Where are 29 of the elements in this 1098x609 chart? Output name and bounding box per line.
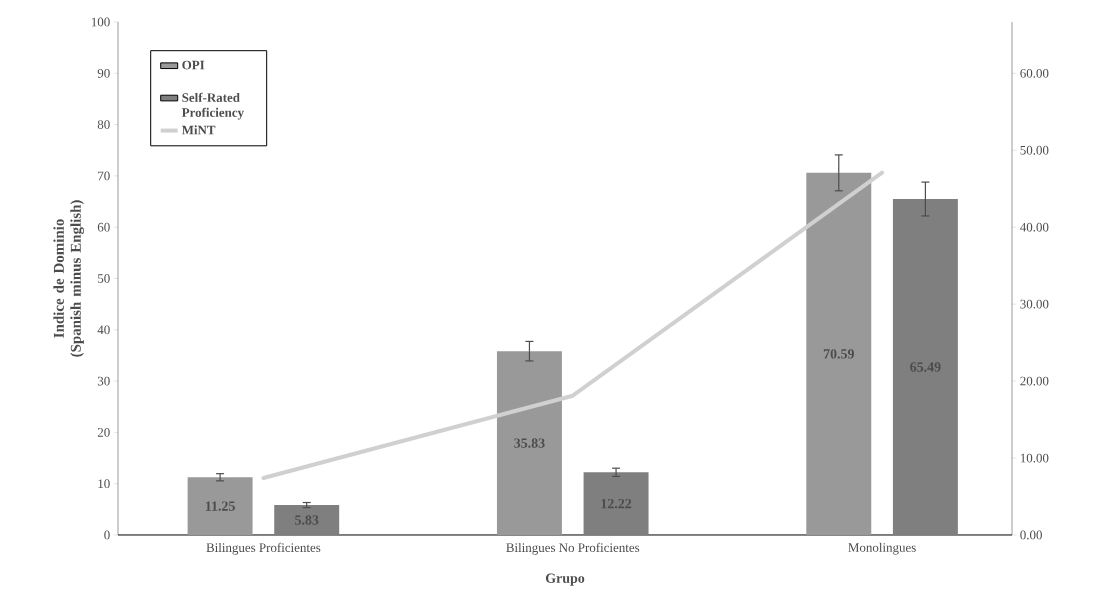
legend-label: Self-Rated Proficiency — [181, 92, 244, 120]
x-axis-title: Grupo — [545, 573, 585, 586]
y-tick-label: 70 — [98, 171, 110, 181]
y2-tick-label: 0.00 — [1020, 530, 1042, 540]
y-tick-label: 60 — [97, 222, 110, 232]
x-tick-label: Bilingues No Proficientes — [506, 542, 640, 555]
legend-label: MiNT — [181, 125, 216, 135]
y-tick-label: 40 — [97, 325, 110, 335]
data-label: 70.59 — [823, 349, 854, 359]
y-tick-label: 10 — [98, 479, 110, 489]
y-tick-label: 50 — [98, 274, 110, 283]
y-tick-label: 80 — [97, 120, 110, 129]
legend-label: OPI — [182, 60, 205, 70]
y2-tick-label: 20.00 — [1020, 376, 1049, 386]
y-tick-label: 100 — [91, 17, 110, 27]
y-tick-label: 20 — [97, 428, 110, 437]
y-tick-label: 90 — [97, 68, 110, 78]
y-tick-label: 30 — [97, 376, 110, 386]
data-label: 35.83 — [514, 438, 545, 448]
y2-tick-label: 50.00 — [1020, 145, 1049, 155]
x-tick-label: Monolingues — [848, 542, 916, 555]
y2-tick-label: 60.00 — [1020, 68, 1049, 78]
y-tick-label: 0 — [104, 530, 110, 540]
x-tick-label: Bilingues Proficientes — [206, 542, 321, 555]
y2-tick-label: 40.00 — [1020, 222, 1049, 232]
y-axis-title: Indice de Dominio (Spanish minus English) — [53, 200, 84, 357]
data-label: 11.25 — [205, 501, 235, 511]
y2-tick-label: 30.00 — [1020, 299, 1049, 309]
y2-tick-label: 10.00 — [1020, 453, 1049, 463]
